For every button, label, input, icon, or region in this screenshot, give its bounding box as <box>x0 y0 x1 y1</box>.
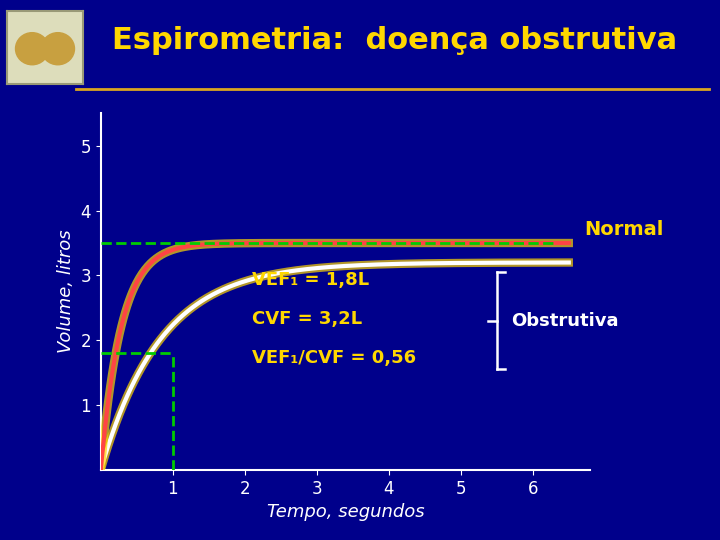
X-axis label: Tempo, segundos: Tempo, segundos <box>267 503 424 521</box>
Y-axis label: Volume, litros: Volume, litros <box>57 230 75 353</box>
Text: Normal: Normal <box>585 220 664 239</box>
Text: VEF₁/CVF = 0,56: VEF₁/CVF = 0,56 <box>252 349 416 367</box>
Text: CVF = 3,2L: CVF = 3,2L <box>252 310 362 328</box>
Circle shape <box>41 32 74 65</box>
Circle shape <box>16 32 49 65</box>
FancyBboxPatch shape <box>7 11 83 84</box>
Text: VEF₁ = 1,8L: VEF₁ = 1,8L <box>252 271 369 289</box>
Text: Obstrutiva: Obstrutiva <box>511 312 618 330</box>
Text: Espirometria:  doença obstrutiva: Espirometria: doença obstrutiva <box>112 26 677 55</box>
